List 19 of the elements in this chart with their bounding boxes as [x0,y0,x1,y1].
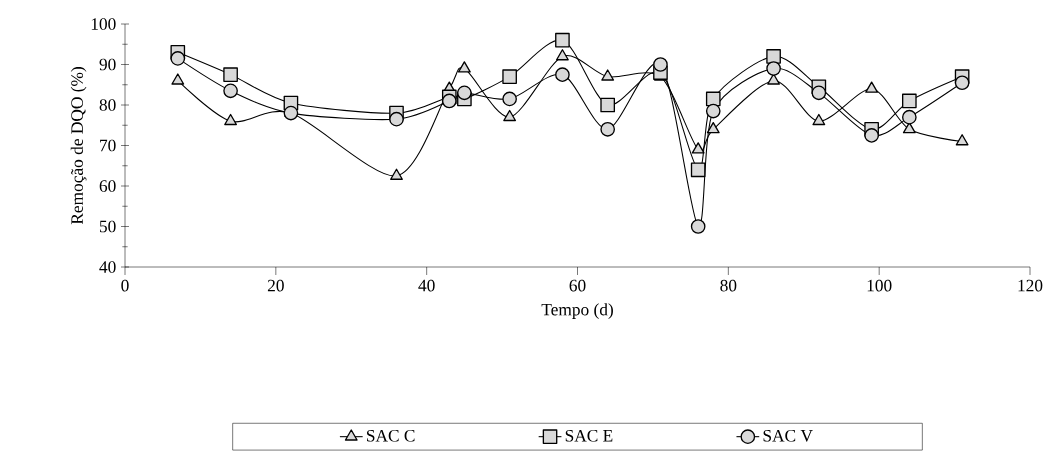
y-tick-label: 40 [99,261,116,273]
x-tick-label: 100 [867,279,892,292]
y-tick-label: 80 [99,99,116,111]
y-tick-label: 90 [99,58,116,71]
y-axis-title: Remoção de DQO (%) [70,67,87,225]
x-tick-label: 60 [569,279,586,292]
x-tick-label: 80 [720,279,737,292]
x-tick-label: 20 [267,279,284,292]
x-tick-label: 0 [121,279,129,292]
y-tick-label: 100 [91,18,116,30]
legend-label: SAC V [763,429,813,442]
legend-label: SAC E [565,429,613,442]
x-tick-label: 40 [418,279,435,292]
x-tick-label: 120 [1018,279,1043,292]
y-tick-label: 70 [100,139,116,152]
x-axis-title: Tempo (d) [541,303,613,319]
legend-label: SAC C [367,429,415,442]
y-tick-label: 50 [99,220,116,233]
y-tick-label: 60 [99,180,116,192]
